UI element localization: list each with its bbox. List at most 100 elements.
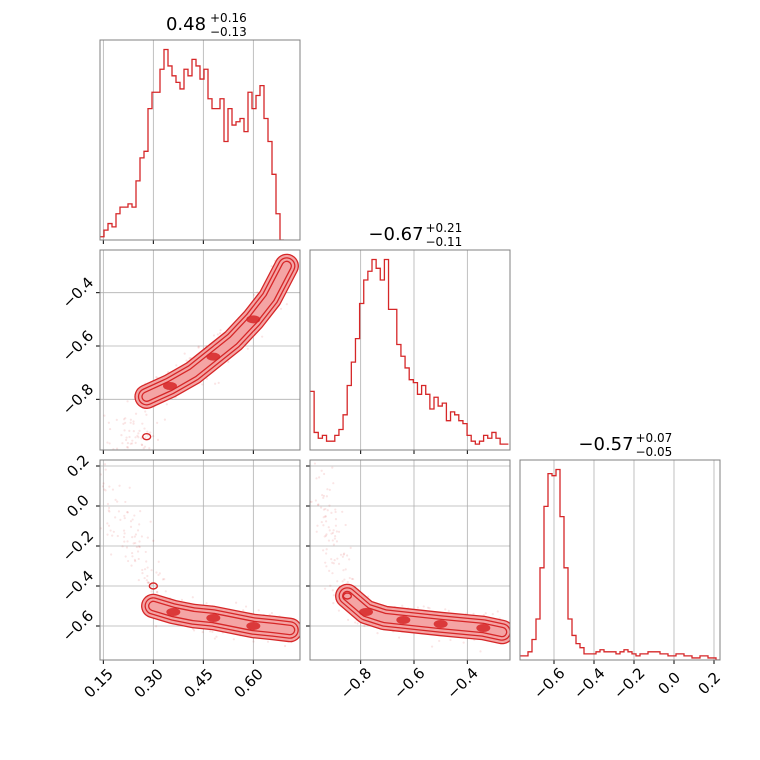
scatter-point	[325, 565, 328, 568]
scatter-point	[145, 579, 148, 582]
scatter-point	[96, 444, 98, 446]
scatter-point	[197, 346, 200, 349]
panel-frame	[309, 459, 511, 661]
scatter-point	[334, 518, 338, 521]
scatter-point	[142, 447, 145, 450]
scatter-point	[346, 554, 349, 557]
scatter-point	[121, 487, 123, 489]
scatter-point	[329, 584, 332, 587]
scatter-point	[211, 630, 214, 633]
scatter-point	[325, 495, 328, 498]
scatter-point	[428, 607, 431, 610]
scatter-point	[158, 572, 161, 575]
scatter-point	[147, 581, 150, 584]
scatter-point	[185, 359, 188, 362]
scatter-point	[310, 500, 313, 503]
scatter-point	[422, 605, 425, 608]
scatter-point	[152, 539, 155, 542]
scatter-point	[157, 573, 160, 577]
scatter-point	[125, 445, 129, 449]
scatter-point	[333, 537, 337, 540]
scatter-point	[344, 568, 347, 571]
scatter-point	[349, 546, 352, 549]
scatter-point	[332, 543, 336, 546]
x-tick-label: 0.30	[130, 665, 166, 701]
scatter-point	[328, 504, 331, 507]
scatter-point	[123, 516, 126, 520]
scatter-point	[137, 454, 139, 456]
scatter-point	[164, 590, 167, 593]
scatter-point	[103, 463, 107, 466]
panel-title-minus: −0.05	[636, 445, 673, 459]
scatter-point	[227, 360, 230, 363]
panel-hist-0: 0.48 +0.16−0.13	[99, 11, 301, 244]
y-tick-label: −0.4	[59, 567, 97, 605]
contour-core	[476, 624, 491, 632]
contour-core	[166, 608, 181, 616]
scatter-point	[117, 461, 119, 463]
scatter-point	[136, 550, 140, 553]
scatter-point	[138, 540, 141, 543]
x-tick-label: 0.2	[694, 668, 724, 698]
x-tick-label: −0.6	[390, 664, 428, 702]
scatter-point	[110, 553, 113, 556]
scatter-point	[108, 485, 111, 488]
scatter-point	[129, 520, 133, 523]
scatter-point	[155, 376, 158, 379]
scatter-point	[124, 454, 126, 456]
scatter-point	[115, 418, 118, 421]
contour-layer	[96, 253, 299, 489]
scatter-point	[155, 571, 158, 574]
scatter-point	[430, 645, 434, 648]
scatter-point	[342, 553, 345, 556]
scatter-point	[122, 529, 126, 532]
scatter-point	[426, 606, 430, 609]
scatter-point	[351, 577, 355, 581]
scatter-point	[107, 509, 110, 512]
scatter-point	[146, 581, 149, 584]
scatter-point	[322, 494, 326, 498]
scatter-point	[317, 503, 320, 506]
scatter-point	[115, 464, 117, 466]
scatter-point	[144, 410, 147, 413]
scatter-point	[330, 511, 333, 514]
scatter-point	[328, 451, 330, 453]
scatter-point	[324, 507, 327, 511]
scatter-point	[285, 303, 288, 306]
scatter-point	[332, 562, 335, 565]
scatter-point	[209, 630, 212, 633]
scatter-point	[125, 438, 128, 442]
scatter-point	[124, 500, 127, 504]
scatter-point	[115, 447, 119, 450]
x-tick-label: −0.4	[570, 664, 608, 702]
scatter-point	[334, 508, 337, 511]
contour-core	[433, 620, 448, 628]
scatter-point	[342, 569, 345, 572]
scatter-point	[156, 438, 160, 441]
scatter-point	[324, 561, 327, 564]
scatter-point	[252, 293, 256, 296]
scatter-point	[133, 558, 137, 561]
scatter-point	[192, 629, 196, 632]
panel-title-value: −0.57	[578, 434, 633, 455]
scatter-point	[257, 609, 260, 612]
contour-tail	[141, 432, 152, 441]
scatter-point	[313, 462, 317, 465]
panel-scatter-2-1: −0.8 −0.6 −0.4	[306, 451, 511, 703]
scatter-point	[134, 533, 138, 536]
scatter-point	[314, 499, 318, 502]
scatter-point	[212, 334, 216, 337]
contour-core	[359, 608, 373, 616]
scatter-point	[333, 559, 336, 562]
scatter-point	[140, 535, 144, 538]
scatter-point	[214, 382, 217, 385]
panel-scatter-2-0: 0.2 0.0 −0.2−0.4−0.6 0.15 0.30 0.45 0.60	[59, 451, 301, 701]
scatter-point	[496, 610, 499, 613]
scatter-point	[183, 352, 186, 355]
scatter-point	[123, 451, 125, 453]
scatter-point	[332, 482, 335, 485]
panel-title-value: 0.48	[166, 14, 206, 35]
x-tick-label: −0.4	[443, 664, 481, 702]
scatter-point	[124, 417, 127, 420]
scatter-point	[144, 436, 147, 439]
